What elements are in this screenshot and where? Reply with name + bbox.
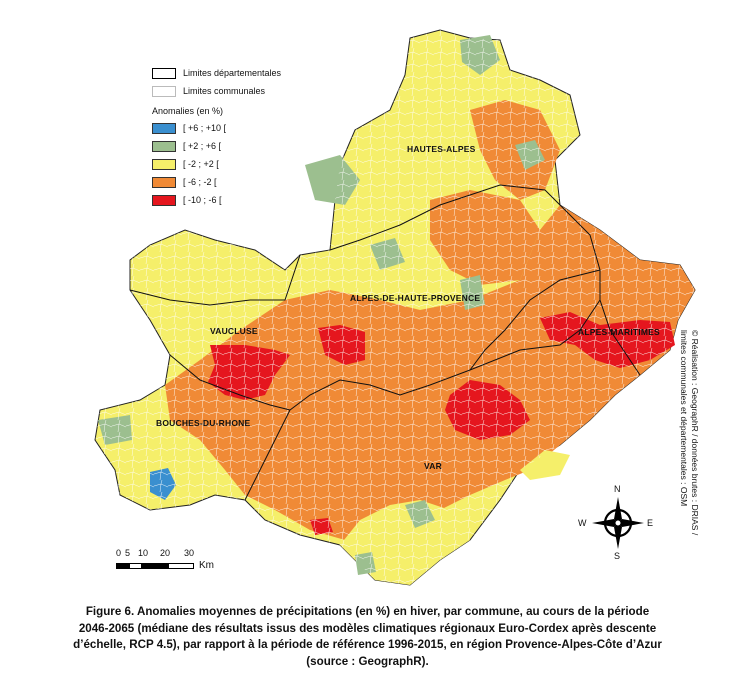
credit-line-1: © Réalisation : GeographR / données brut… — [690, 330, 700, 536]
legend-class-row: [ -10 ; -6 [ — [152, 191, 302, 209]
label-hautes-alpes: HAUTES-ALPES — [407, 144, 476, 154]
caption-line-1: Figure 6. Anomalies moyennes de précipit… — [85, 605, 650, 618]
legend-class-swatch — [152, 194, 176, 206]
label-var: VAR — [424, 461, 442, 471]
legend-class-swatch — [152, 158, 176, 170]
legend-class-row: [ -6 ; -2 [ — [152, 173, 302, 191]
region-map — [94, 29, 696, 586]
legend-class-swatch — [152, 176, 176, 188]
compass-east: E — [647, 518, 654, 528]
scale-ticks: 0 5 10 20 30 — [116, 548, 206, 560]
compass-rose-icon — [592, 497, 644, 549]
caption-line-3: d’échelle, RCP 4.5), par rapport à la pé… — [73, 638, 662, 651]
scale-segment — [116, 562, 129, 569]
caption-line-2: 2046-2065 (médiane des résultats issus d… — [78, 621, 657, 635]
scale-tick: 5 — [125, 548, 131, 558]
legend-commune-limits: Limites communales — [152, 82, 302, 100]
label-bouches-du-rhone: BOUCHES-DU-RHONE — [156, 418, 251, 428]
credit-line-2: limites communales et départementales : … — [679, 330, 689, 507]
scale-segment — [142, 562, 168, 569]
legend-dept-limits: Limites départementales — [152, 64, 302, 82]
label-alpes-maritimes: ALPES-MARITIMES — [578, 327, 660, 337]
scale-segment — [168, 562, 194, 569]
legend-class-label: [ +2 ; +6 [ — [183, 141, 222, 151]
legend-class-label: [ -6 ; -2 [ — [183, 177, 217, 187]
legend-class-row: [ +6 ; +10 [ — [152, 119, 302, 137]
legend-class-swatch — [152, 122, 176, 134]
scale-tick: 10 — [138, 548, 149, 558]
legend-commune-swatch — [152, 85, 176, 97]
zone-yellow-var — [520, 450, 570, 480]
label-vaucluse: VAUCLUSE — [210, 326, 258, 336]
scale-tick: 20 — [160, 548, 171, 558]
figure-caption: Figure 6. Anomalies moyennes de précipit… — [40, 604, 695, 670]
scale-bar: 0 5 10 20 30 Km — [116, 548, 214, 571]
legend-title: Anomalies (en %) — [152, 106, 224, 116]
legend-class-row: [ +2 ; +6 [ — [152, 137, 302, 155]
legend-dept-swatch — [152, 67, 176, 79]
scale-tick: 30 — [184, 548, 195, 558]
scale-unit: Km — [199, 560, 214, 571]
label-alpes-de-haute-provence: ALPES-DE-HAUTE-PROVENCE — [350, 293, 481, 303]
legend-commune-label: Limites communales — [183, 86, 266, 96]
department-boundaries — [129, 184, 641, 501]
compass-south: S — [614, 551, 621, 561]
legend-classes: [ +6 ; +10 [ [ +2 ; +6 [ [ -2 ; +2 [ [ -6 ;… — [152, 119, 302, 209]
legend-class-label: [ +6 ; +10 [ — [183, 123, 227, 133]
compass-north: N — [614, 484, 621, 494]
legend-class-label: [ -2 ; +2 [ — [183, 159, 219, 169]
map-credits: © Réalisation : GeographR / données brut… — [679, 330, 700, 580]
legend-class-swatch — [152, 140, 176, 152]
legend-dept-label: Limites départementales — [183, 68, 282, 78]
legend: Limites départementales Limites communal… — [152, 64, 302, 209]
legend-class-label: [ -10 ; -6 [ — [183, 195, 222, 205]
compass-west: W — [578, 518, 587, 528]
communal-limits-texture — [95, 30, 695, 585]
scale-tick: 0 — [116, 548, 122, 558]
scale-segments: Km — [116, 560, 214, 571]
scale-segment — [129, 562, 142, 569]
caption-line-4: (source : GeographR). — [306, 654, 429, 668]
legend-class-row: [ -2 ; +2 [ — [152, 155, 302, 173]
